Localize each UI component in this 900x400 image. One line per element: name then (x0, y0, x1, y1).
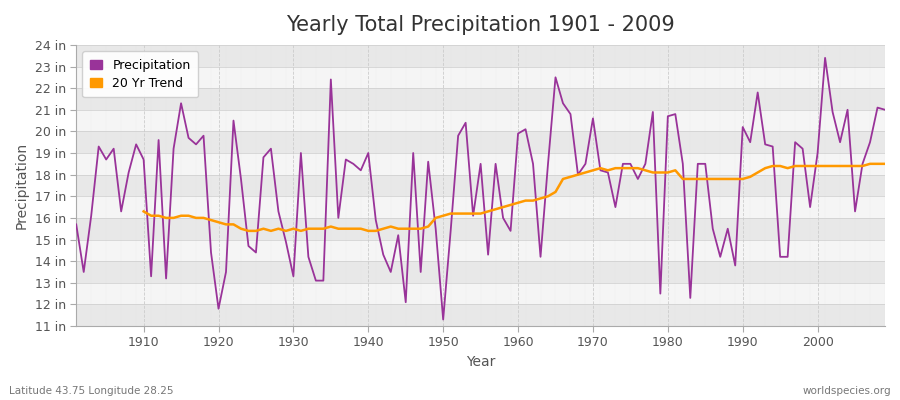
Precipitation (130, 142, 141, 147)
Line: Precipitation: Precipitation (76, 58, 885, 320)
Precipitation (437, 317, 448, 322)
20 Yr Trend (243, 228, 254, 233)
20 Yr Trend (827, 164, 838, 168)
Bar (76, 66, 885, 88)
20 Yr Trend (139, 209, 149, 214)
20 Yr Trend (527, 198, 538, 203)
Precipitation (340, 157, 351, 162)
Precipitation (513, 131, 524, 136)
Y-axis label: Precipitation: Precipitation (15, 142, 29, 229)
Bar (76, 110, 885, 131)
Text: worldspecies.org: worldspecies.org (803, 386, 891, 396)
Bar (76, 196, 885, 218)
20 Yr Trend (850, 164, 860, 168)
20 Yr Trend (865, 162, 876, 166)
Bar (76, 240, 885, 261)
Line: 20 Yr Trend: 20 Yr Trend (144, 164, 885, 231)
Bar (76, 304, 885, 326)
Bar (76, 261, 885, 283)
Bar (76, 131, 885, 153)
Precipitation (820, 56, 831, 60)
Bar (76, 175, 885, 196)
Precipitation (71, 222, 82, 227)
X-axis label: Year: Year (466, 355, 495, 369)
Bar (76, 283, 885, 304)
Precipitation (520, 127, 531, 132)
20 Yr Trend (588, 168, 598, 173)
20 Yr Trend (288, 226, 299, 231)
Legend: Precipitation, 20 Yr Trend: Precipitation, 20 Yr Trend (83, 51, 198, 97)
Bar (76, 88, 885, 110)
20 Yr Trend (879, 162, 890, 166)
Precipitation (295, 151, 306, 156)
Bar (76, 218, 885, 240)
Text: Latitude 43.75 Longitude 28.25: Latitude 43.75 Longitude 28.25 (9, 386, 174, 396)
Bar (76, 153, 885, 175)
20 Yr Trend (318, 226, 328, 231)
Title: Yearly Total Precipitation 1901 - 2009: Yearly Total Precipitation 1901 - 2009 (286, 15, 675, 35)
Precipitation (610, 205, 621, 210)
Precipitation (879, 107, 890, 112)
Bar (76, 45, 885, 66)
